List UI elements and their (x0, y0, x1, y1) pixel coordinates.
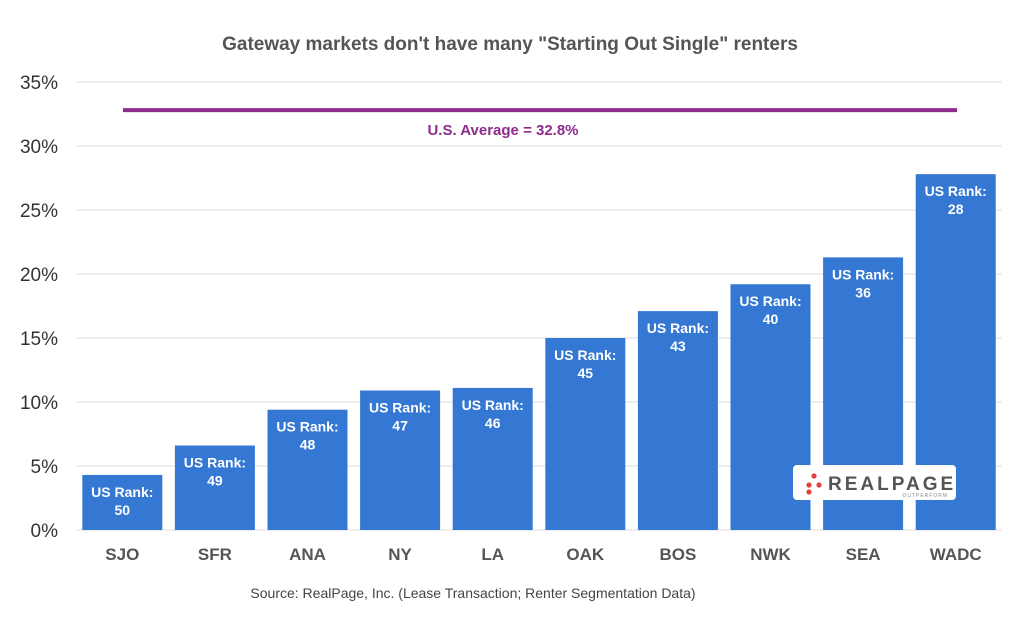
bar (360, 390, 441, 530)
bar-label-rank-value: 43 (670, 338, 686, 354)
x-tick-label: NWK (750, 545, 791, 564)
logo-wordmark: REALPAGE (828, 474, 956, 495)
bar-label-rank-title: US Rank: (739, 293, 801, 309)
logo-tagline: OUTPERFORM (902, 493, 948, 499)
x-tick-label: SEA (846, 545, 881, 564)
bar-label-rank-value: 36 (855, 284, 871, 300)
realpage-logo: REALPAGE OUTPERFORM (793, 465, 956, 500)
bar (174, 445, 255, 530)
reference-line-label: U.S. Average = 32.8% (427, 122, 578, 139)
logo-dot (806, 482, 812, 488)
logo-dot (806, 489, 812, 495)
source-note: Source: RealPage, Inc. (Lease Transactio… (250, 585, 695, 601)
bar-labels: US Rank: 50 US Rank: 49 US Rank: 48 US Rank: 47… (91, 183, 987, 518)
bar-label-rank-value: 45 (578, 365, 594, 381)
bar-label-rank-title: US Rank: (832, 266, 894, 282)
bar-label-rank-title: US Rank: (369, 399, 431, 415)
y-tick-label: 10% (20, 393, 58, 414)
y-tick-label: 25% (20, 201, 58, 222)
bar (452, 387, 533, 530)
y-tick-label: 35% (20, 73, 58, 94)
bar-label-rank-title: US Rank: (554, 347, 616, 363)
x-tick-label: NY (388, 545, 412, 564)
bar-label-rank-title: US Rank: (184, 455, 246, 471)
bar-label-rank-title: US Rank: (91, 484, 153, 500)
bar-label-rank-value: 28 (948, 201, 964, 217)
bar-label-rank-title: US Rank: (462, 397, 524, 413)
bar-label-rank-title: US Rank: (276, 419, 338, 435)
bar (545, 338, 626, 530)
logo-dot (811, 473, 817, 479)
logo-background (793, 465, 956, 500)
x-tick-label: BOS (659, 545, 696, 564)
bar-label-rank-value: 46 (485, 415, 501, 431)
x-tick-label: WADC (930, 545, 982, 564)
bar (637, 311, 718, 530)
bar-label-rank-value: 40 (763, 311, 779, 327)
bar-label-rank-value: 50 (115, 502, 131, 518)
y-tick-label: 5% (31, 457, 59, 478)
x-tick-label: SJO (105, 545, 139, 564)
x-tick-label: OAK (566, 545, 605, 564)
x-tick-label: ANA (289, 545, 326, 564)
y-tick-label: 20% (20, 265, 58, 286)
bar-label-rank-title: US Rank: (647, 320, 709, 336)
bar-label-rank-value: 48 (300, 437, 316, 453)
chart-title: Gateway markets don't have many "Startin… (222, 34, 798, 55)
y-tick-label: 30% (20, 137, 58, 158)
bar-label-rank-title: US Rank: (925, 183, 987, 199)
x-tick-label: LA (481, 545, 504, 564)
bar (82, 474, 163, 530)
us-average-reference: U.S. Average = 32.8% (123, 108, 957, 139)
y-tick-label: 15% (20, 329, 58, 350)
bar (267, 409, 348, 530)
bars (82, 174, 996, 530)
x-tick-label: SFR (198, 545, 232, 564)
y-axis-ticks: 0% 5% 10% 15% 20% 25% 30% 35% (20, 73, 58, 542)
logo-dots-icon (806, 473, 822, 495)
y-tick-label: 0% (31, 521, 59, 542)
logo-dot (816, 482, 822, 488)
x-axis-ticks: SJO SFR ANA NY LA OAK BOS NWK SEA WADC (105, 545, 981, 564)
bar-label-rank-value: 49 (207, 473, 223, 489)
bar-label-rank-value: 47 (392, 417, 408, 433)
